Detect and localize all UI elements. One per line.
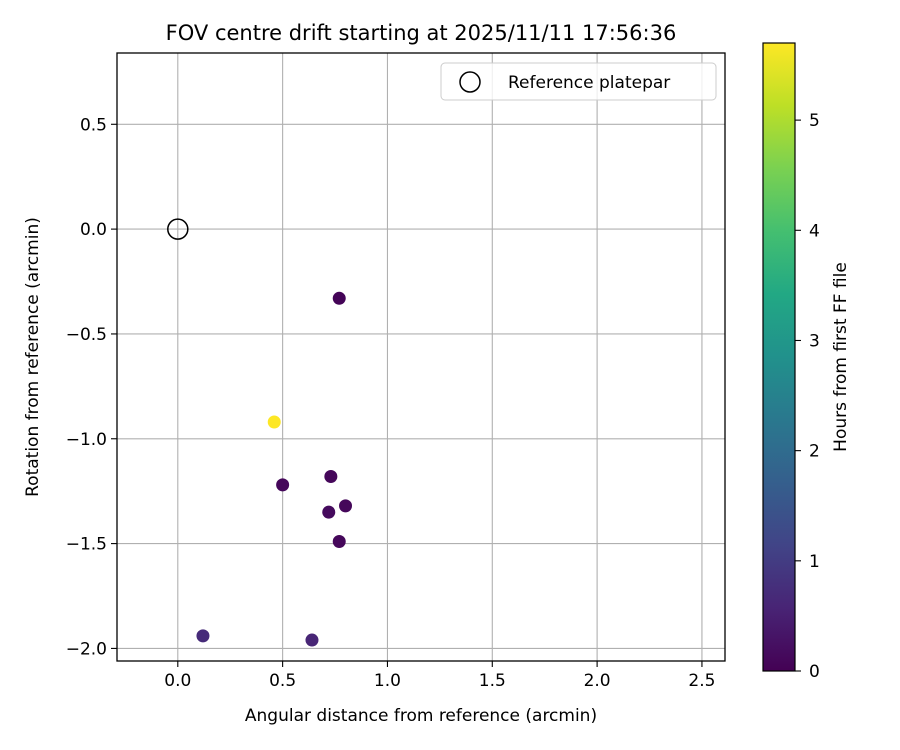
legend-marker: [459, 71, 481, 93]
y-tick-label: −2.0: [66, 639, 107, 659]
colorbar-tick-label: 0: [809, 662, 820, 682]
data-point: [267, 415, 281, 429]
colorbar-ticks: 0 1 2 3 4 5: [795, 111, 820, 682]
y-tick-label: −1.0: [66, 430, 107, 450]
legend: Reference platepar: [440, 62, 717, 101]
data-point: [276, 478, 290, 492]
x-tick-label: 0.5: [269, 671, 296, 691]
colorbar-tick-label: 5: [809, 111, 820, 131]
y-tick-label: 0.5: [80, 115, 107, 135]
data-point: [332, 291, 346, 305]
data-point: [339, 499, 353, 513]
y-tick-label: 0.0: [80, 220, 107, 240]
data-point: [324, 470, 338, 484]
data-point: [322, 505, 336, 519]
colorbar: 0 1 2 3 4 5 Hours from first FF file: [762, 42, 851, 682]
colorbar-label: Hours from first FF file: [831, 262, 851, 452]
plot-frame: [116, 52, 726, 662]
x-axis-ticks: 0.0 0.5 1.0 1.5 2.0 2.5: [164, 661, 715, 691]
data-point: [332, 534, 346, 548]
y-tick-label: −1.5: [66, 535, 107, 555]
colorbar-tick-label: 4: [809, 221, 820, 241]
y-axis-ticks: 0.5 0.0 −0.5 −1.0 −1.5 −2.0: [66, 115, 117, 659]
chart-title: FOV centre drift starting at 2025/11/11 …: [166, 21, 677, 45]
grid: [117, 53, 725, 661]
legend-label: Reference platepar: [508, 73, 670, 93]
x-tick-label: 1.0: [374, 671, 401, 691]
x-axis-label: Angular distance from reference (arcmin): [245, 706, 597, 726]
reference-point: [167, 218, 189, 240]
colorbar-tick-label: 2: [809, 442, 820, 462]
data-point: [196, 629, 210, 643]
x-tick-label: 2.0: [584, 671, 611, 691]
data-points: [167, 218, 353, 647]
colorbar-tick-label: 3: [809, 331, 820, 351]
colorbar-gradient: [762, 42, 796, 672]
x-tick-label: 1.5: [479, 671, 506, 691]
x-tick-label: 2.5: [688, 671, 715, 691]
legend-box: [440, 62, 717, 101]
y-tick-label: −0.5: [66, 325, 107, 345]
x-tick-label: 0.0: [164, 671, 191, 691]
y-axis-label: Rotation from reference (arcmin): [23, 217, 43, 497]
data-point: [305, 633, 319, 647]
colorbar-tick-label: 1: [809, 552, 820, 572]
